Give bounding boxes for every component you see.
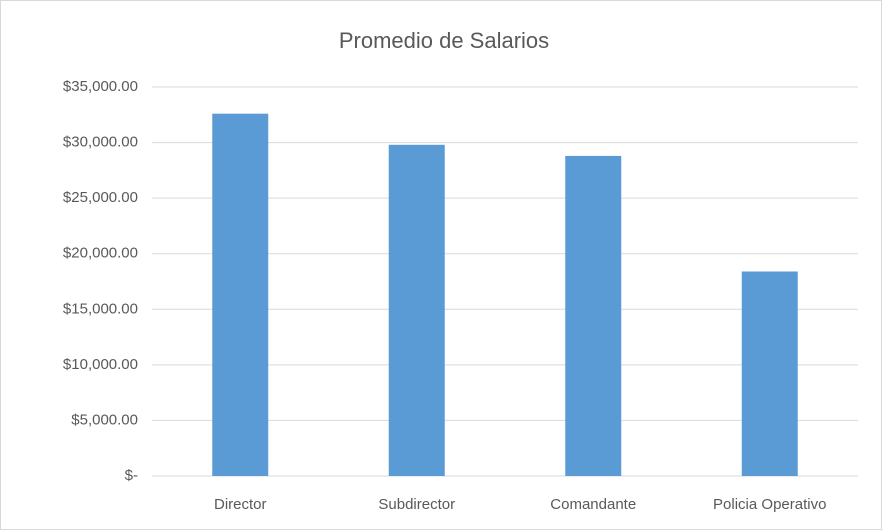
bar [212, 113, 269, 476]
y-tick-label: $20,000.00 [63, 245, 138, 262]
bar [388, 144, 445, 476]
x-tick-label: Policia Operativo [713, 496, 826, 513]
y-tick-label: $5,000.00 [71, 411, 138, 428]
y-tick-label: $25,000.00 [63, 189, 138, 206]
y-tick-label: $15,000.00 [63, 300, 138, 317]
y-tick-label: $30,000.00 [63, 134, 138, 151]
x-tick-label: Subdirector [378, 496, 455, 513]
x-tick-label: Director [214, 496, 267, 513]
y-tick-label: $- [125, 467, 138, 484]
bar [565, 155, 622, 476]
x-tick-label: Comandante [550, 496, 636, 513]
bar [741, 271, 798, 476]
y-tick-label: $10,000.00 [63, 356, 138, 373]
y-tick-label: $35,000.00 [63, 78, 138, 95]
chart-title: Promedio de Salarios [339, 28, 549, 53]
